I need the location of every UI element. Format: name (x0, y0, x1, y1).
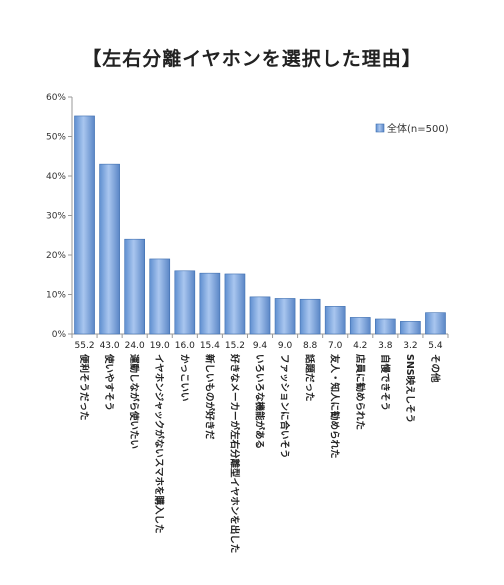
bar (174, 270, 196, 335)
bar (274, 298, 296, 335)
y-tick-label: 60% (46, 93, 66, 103)
category-label: SNS映えしそう (404, 354, 416, 423)
y-tick-label: 50% (46, 133, 66, 143)
y-tick-label: 10% (46, 291, 66, 301)
legend-label: 全体(n=500) (387, 122, 449, 135)
y-tick-label: 0% (52, 330, 67, 340)
bar (299, 298, 321, 335)
bar (199, 272, 221, 335)
category-label: いろいろな機能がある (254, 354, 266, 449)
value-label: 8.8 (303, 341, 318, 351)
category-label: 使いやすそう (103, 353, 115, 411)
category-label: 話題だった (304, 354, 316, 402)
value-label: 15.4 (200, 341, 220, 351)
chart-title: 【左右分離イヤホンを選択した理由】 (82, 48, 422, 70)
bar (99, 163, 120, 335)
category-label: 運動しながら使いたい (128, 354, 140, 449)
category-label: 自慢できそう (379, 354, 391, 411)
category-label: 便利そうだった (78, 354, 90, 421)
bars (74, 115, 446, 335)
bar (224, 273, 246, 335)
bar (249, 296, 271, 335)
value-label: 3.2 (403, 341, 417, 351)
category-label: 好きなメーカーが左右分離型イヤホンを出した (228, 353, 240, 553)
bar (425, 312, 446, 335)
bar (74, 115, 95, 335)
value-label: 5.4 (428, 341, 443, 351)
category-labels: 便利そうだった 使いやすそう 運動しながら使いたい イヤホンジャックがないスマホを購入… (78, 353, 441, 553)
value-label: 15.2 (225, 341, 245, 351)
value-labels: 55.2 43.0 24.0 19.0 16.0 15.4 15.2 9.4 9.0 8.8 7.0… (75, 341, 443, 351)
bar (324, 306, 346, 335)
bar (375, 318, 396, 335)
bar (149, 258, 171, 335)
category-label: 新しいものが好きだ (203, 354, 215, 440)
category-label: イヤホンジャックがないスマホを購入した (153, 354, 165, 533)
value-label: 24.0 (125, 341, 145, 351)
value-label: 19.0 (150, 341, 170, 351)
legend-swatch (375, 123, 385, 133)
legend: 全体(n=500) (375, 122, 449, 135)
category-label: ファッションに合いそう (279, 354, 291, 459)
value-label: 4.2 (353, 341, 367, 351)
bar (349, 317, 371, 335)
category-label: その他 (429, 354, 441, 383)
bar (124, 238, 145, 335)
bar (400, 321, 421, 335)
category-label: 友人・知人に勧められた (329, 353, 341, 459)
category-label: 店員に勧められた (354, 354, 366, 430)
value-label: 9.0 (278, 341, 293, 351)
y-tick-label: 40% (46, 172, 66, 182)
category-label: かっこいい (178, 354, 189, 402)
value-label: 3.8 (378, 341, 393, 351)
value-label: 9.4 (253, 341, 268, 351)
y-tick-label: 20% (46, 251, 66, 261)
value-label: 16.0 (175, 341, 195, 351)
value-label: 55.2 (75, 341, 95, 351)
value-label: 43.0 (100, 341, 120, 351)
y-tick-label: 30% (46, 212, 66, 222)
value-label: 7.0 (328, 341, 343, 351)
